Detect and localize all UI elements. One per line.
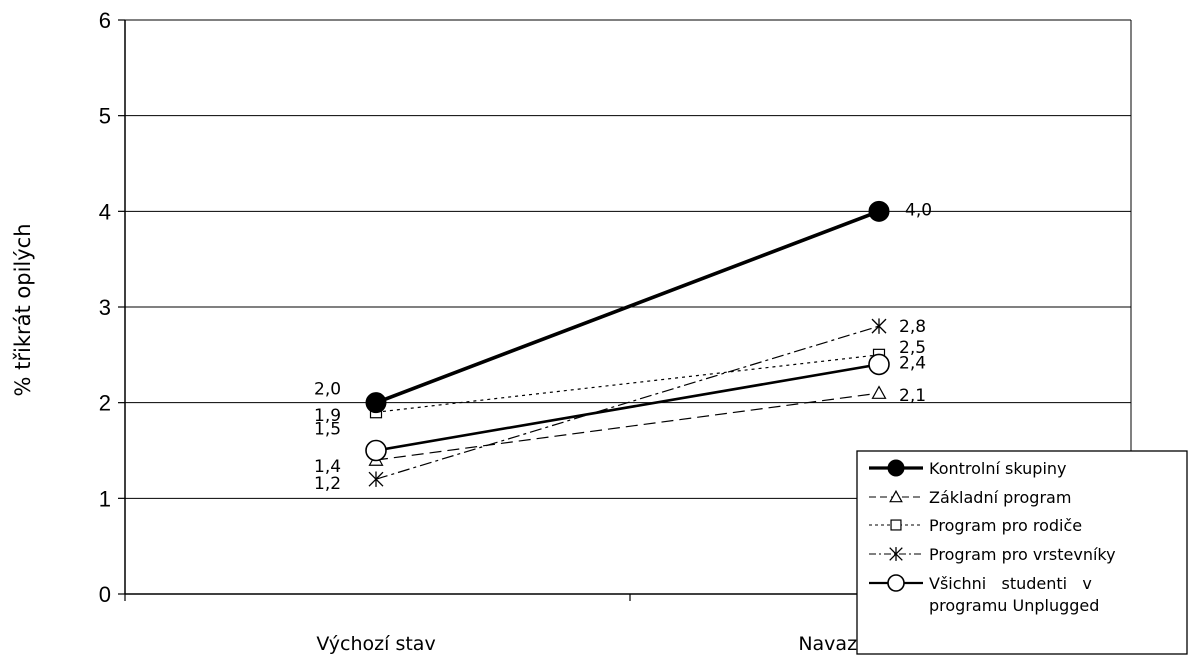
marker-filled-circle [868,200,890,222]
marker-asterisk [889,547,903,561]
data-label: 4,0 [905,200,932,220]
legend-label: Program pro vrstevníky [929,545,1116,564]
series-line [375,325,880,480]
marker-open-circle [868,353,890,376]
series-4 [368,318,887,487]
marker-triangle [871,385,887,399]
legend-item: Kontrolní skupiny [869,459,1067,478]
legend-label: Program pro rodiče [929,516,1082,535]
y-tick-label: 6 [99,8,111,33]
series-1 [365,200,890,414]
marker-open-circle [887,574,905,592]
marker-asterisk [871,318,887,334]
data-label: 2,8 [899,317,926,337]
y-tick-labels: 0 1 2 3 4 5 6 [99,8,111,607]
data-label: 2,1 [899,386,926,406]
series-line [375,209,880,405]
legend-box [856,450,1188,655]
data-labels: 2,0 4,0 1,4 2,1 1,9 2,5 1,2 2,8 1,5 2,4 [314,200,932,494]
legend: Kontrolní skupiny Základní program Program… [856,450,1188,655]
legend-label: Kontrolní skupiny [929,459,1067,478]
marker-asterisk [368,471,384,487]
marker-triangle [889,489,903,503]
series-line [375,354,880,413]
y-tick-label: 2 [99,391,111,416]
x-category-label: Výchozí stav [316,633,435,655]
y-tick-label: 1 [99,486,111,511]
y-tick-label: 3 [99,295,111,320]
data-label: 2,5 [899,338,926,358]
y-tick-label: 4 [99,199,111,224]
data-label: 1,4 [314,457,341,477]
legend-label: Všichni studenti v [929,574,1092,593]
data-label: 1,2 [314,474,341,494]
legend-label: Základní program [929,488,1071,507]
y-tick-label: 0 [99,582,111,607]
legend-item: Základní program [869,488,1071,507]
series-line [375,392,880,461]
data-label: 2,4 [899,353,926,373]
legend-item: Program pro rodiče [869,516,1082,535]
marker-open-circle [365,439,387,462]
marker-filled-circle [887,459,905,477]
series-2 [368,385,887,466]
y-tick-label: 5 [99,104,111,129]
legend-item: Všichni studenti v programu Unplugged [869,574,1099,615]
y-axis-label: % třikrát opilých [11,223,35,396]
series-line [375,363,880,452]
series [365,200,890,487]
marker-square [890,519,902,531]
data-label: 1,5 [314,420,341,440]
data-label: 1,9 [314,406,341,426]
marker-filled-circle [365,392,387,414]
legend-label: programu Unplugged [929,596,1099,615]
data-label: 2,0 [314,380,341,400]
legend-item: Program pro vrstevníky [869,545,1116,564]
series-5 [365,353,890,462]
